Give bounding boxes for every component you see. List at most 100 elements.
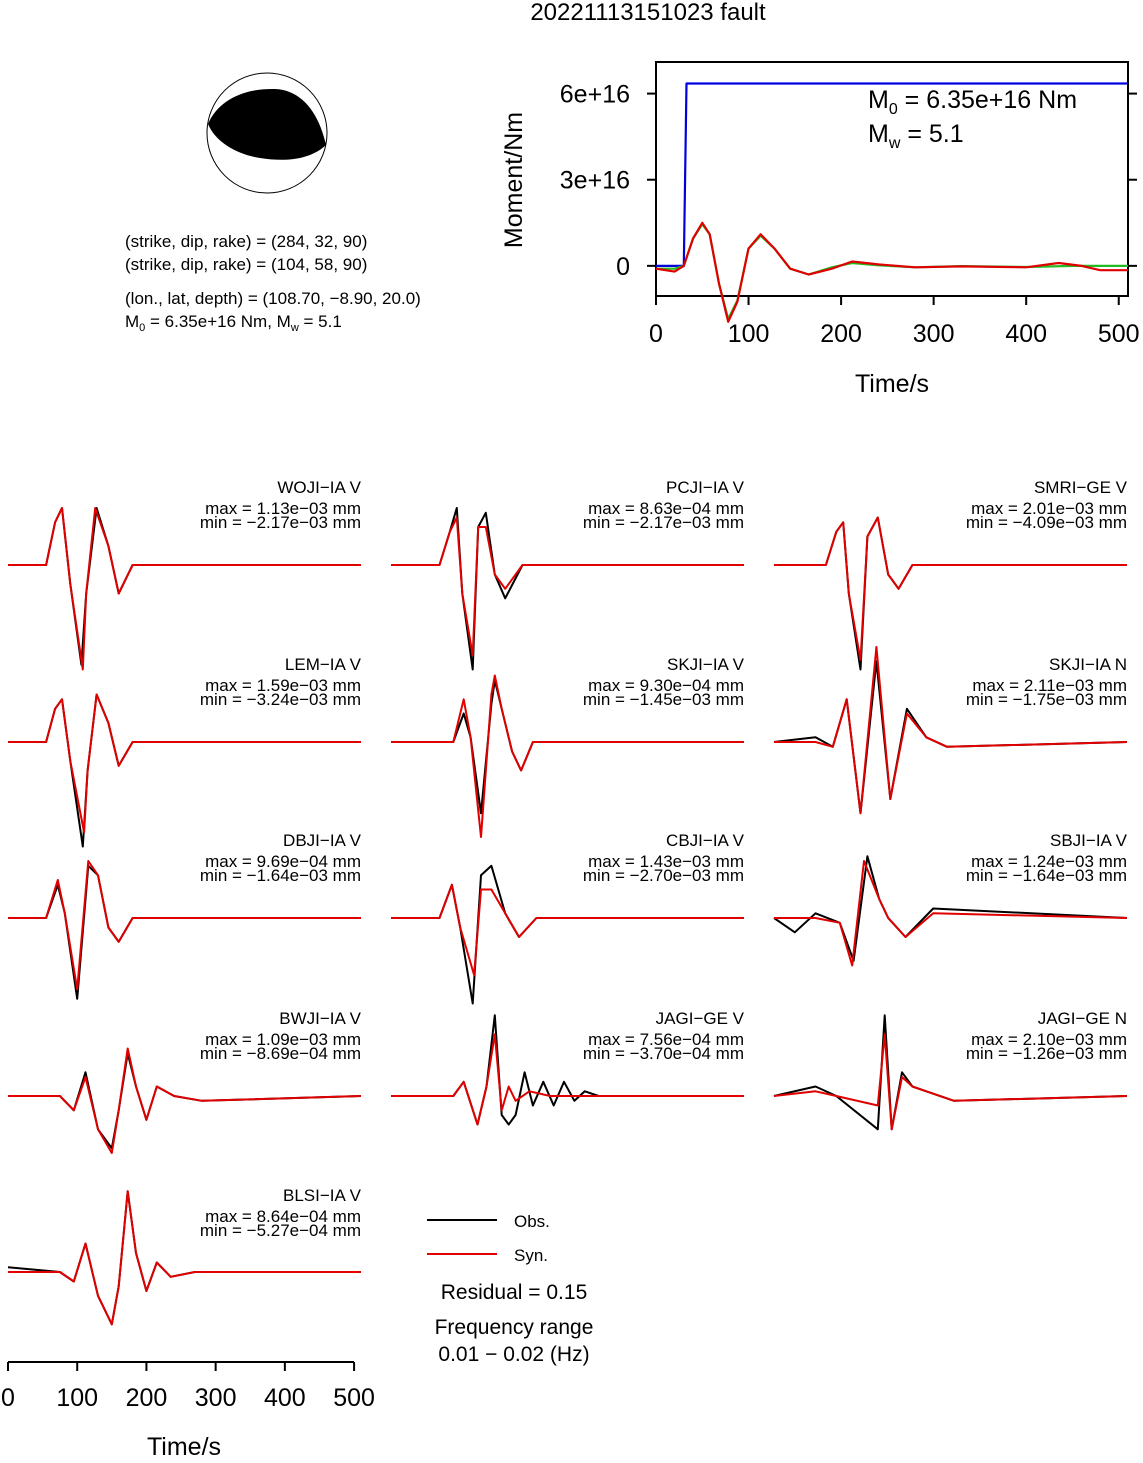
station-min-amplitude: min = −1.64e−03 mm	[200, 866, 361, 885]
station-max-amplitude: max = 9.69e−04 mm	[205, 852, 361, 871]
station-name: DBJI−IA V	[283, 831, 362, 850]
time-axis-tick-label: 200	[126, 1384, 168, 1412]
time-axis-tick-label: 500	[333, 1384, 375, 1412]
moment-y-tick-label: 0	[616, 253, 630, 281]
station-max-amplitude: max = 8.64e−04 mm	[205, 1207, 361, 1226]
time-axis-tick-label: 100	[56, 1384, 98, 1412]
station-max-amplitude: max = 2.10e−03 mm	[971, 1030, 1127, 1049]
station-max-amplitude: max = 1.09e−03 mm	[205, 1030, 361, 1049]
legend-syn-label: Syn.	[514, 1246, 548, 1265]
observed-waveform	[8, 864, 361, 1000]
moment-y-tick-label: 6e+16	[560, 81, 630, 109]
station-max-amplitude: max = 2.01e−03 mm	[971, 499, 1127, 518]
hypocenter-location: (lon., lat, depth) = (108.70, −8.90, 20.…	[125, 289, 421, 308]
station-name: LEM−IA V	[285, 655, 362, 674]
synthetic-waveform	[774, 646, 1128, 815]
moment-x-tick-label: 200	[820, 320, 862, 348]
station-name: JAGI−GE N	[1038, 1009, 1127, 1028]
station-max-amplitude: max = 8.63e−04 mm	[588, 499, 744, 518]
moment-series-group	[655, 82, 1128, 323]
station-min-amplitude: min = −2.70e−03 mm	[583, 866, 744, 885]
waveform-time-axis: 0 100 200 300 400 500	[1, 1361, 375, 1412]
station-max-amplitude: max = 1.59e−03 mm	[205, 676, 361, 695]
frequency-range-values: 0.01 − 0.02 (Hz)	[438, 1343, 589, 1366]
station-name: JAGI−GE V	[656, 1009, 745, 1028]
station-min-amplitude: min = −1.75e−03 mm	[966, 690, 1127, 709]
time-axis-tick-label: 400	[264, 1384, 306, 1412]
moment-annotation-m0: M0 = 6.35e+16 Nm	[868, 86, 1077, 118]
synthetic-waveform	[391, 516, 744, 657]
station-max-amplitude: max = 2.11e−03 mm	[972, 676, 1127, 695]
observed-waveform	[8, 1052, 362, 1150]
station-name: CBJI−IA V	[666, 831, 745, 850]
moment-x-tick-label: 100	[728, 320, 770, 348]
moment-cumulative-line	[656, 82, 1128, 267]
station-name: BLSI−IA V	[283, 1186, 362, 1205]
moment-x-axis: 0 100 200 300 400 500	[649, 296, 1140, 348]
observed-waveform	[774, 516, 1127, 671]
beachball-compressional-quadrant	[208, 88, 326, 160]
residual-text: Residual = 0.15	[441, 1281, 588, 1304]
station-min-amplitude: min = −2.17e−03 mm	[200, 513, 361, 532]
time-axis-tick-label: 300	[195, 1384, 237, 1412]
station-min-amplitude: min = −1.26e−03 mm	[966, 1044, 1127, 1063]
waveform-x-axis-label: Time/s	[147, 1433, 221, 1458]
observed-waveform	[391, 864, 744, 1005]
station-name: SMRI−GE V	[1034, 478, 1128, 497]
synthetic-waveform	[774, 860, 1128, 967]
station-max-amplitude: max = 7.56e−04 mm	[588, 1030, 744, 1049]
station-min-amplitude: min = −3.24e−03 mm	[200, 690, 361, 709]
synthetic-waveform	[774, 516, 1127, 661]
station-name: WOJI−IA V	[277, 478, 361, 497]
station-max-amplitude: max = 9.30e−04 mm	[588, 676, 744, 695]
station-name: PCJI−IA V	[666, 478, 745, 497]
moment-y-axis-label: Moment/Nm	[500, 112, 528, 248]
station-min-amplitude: min = −4.09e−03 mm	[966, 513, 1127, 532]
station-min-amplitude: min = −8.69e−04 mm	[200, 1044, 361, 1063]
observed-waveform	[8, 693, 361, 848]
synthetic-waveform	[8, 860, 361, 991]
nodal-plane-1: (strike, dip, rake) = (284, 32, 90)	[125, 232, 367, 251]
station-name: SKJI−IA N	[1049, 655, 1127, 674]
synthetic-waveform	[8, 693, 361, 834]
moment-x-tick-label: 0	[649, 320, 663, 348]
moment-y-axis: 6e+16 3e+16 0	[560, 81, 1137, 281]
synthetic-waveform	[8, 507, 361, 671]
moment-rate-line	[655, 221, 1128, 323]
nodal-plane-2: (strike, dip, rake) = (104, 58, 90)	[125, 255, 367, 274]
figure-title: 20221113151023 fault	[530, 0, 766, 26]
moment-function-plot: 6e+16 3e+16 0 0 100 200 300 400 500 Moment/Nm T…	[500, 61, 1140, 398]
moment-x-tick-label: 500	[1098, 320, 1140, 348]
observed-waveform	[391, 507, 744, 671]
station-min-amplitude: min = −5.27e−04 mm	[200, 1221, 361, 1240]
synthetic-waveform	[391, 674, 744, 838]
moment-annotation-mw: Mw = 5.1	[868, 120, 964, 152]
legend: Obs. Syn. Residual = 0.15 Frequency rang…	[427, 1212, 593, 1366]
moment-magnitude-line: M0 = 6.35e+16 Nm, Mw = 5.1	[125, 312, 342, 334]
observed-waveform	[773, 855, 1128, 962]
moment-x-tick-label: 300	[913, 320, 955, 348]
focal-mechanism-beachball	[206, 72, 328, 194]
synthetic-waveform	[391, 883, 744, 976]
legend-obs-label: Obs.	[514, 1212, 550, 1231]
moment-rate-synthetic-line	[656, 223, 1128, 321]
moment-x-tick-label: 400	[1005, 320, 1047, 348]
time-axis-tick-label: 0	[1, 1384, 15, 1412]
moment-x-axis-label: Time/s	[855, 370, 929, 398]
station-min-amplitude: min = −2.17e−03 mm	[583, 513, 744, 532]
source-parameters: (strike, dip, rake) = (284, 32, 90) (str…	[125, 232, 421, 334]
